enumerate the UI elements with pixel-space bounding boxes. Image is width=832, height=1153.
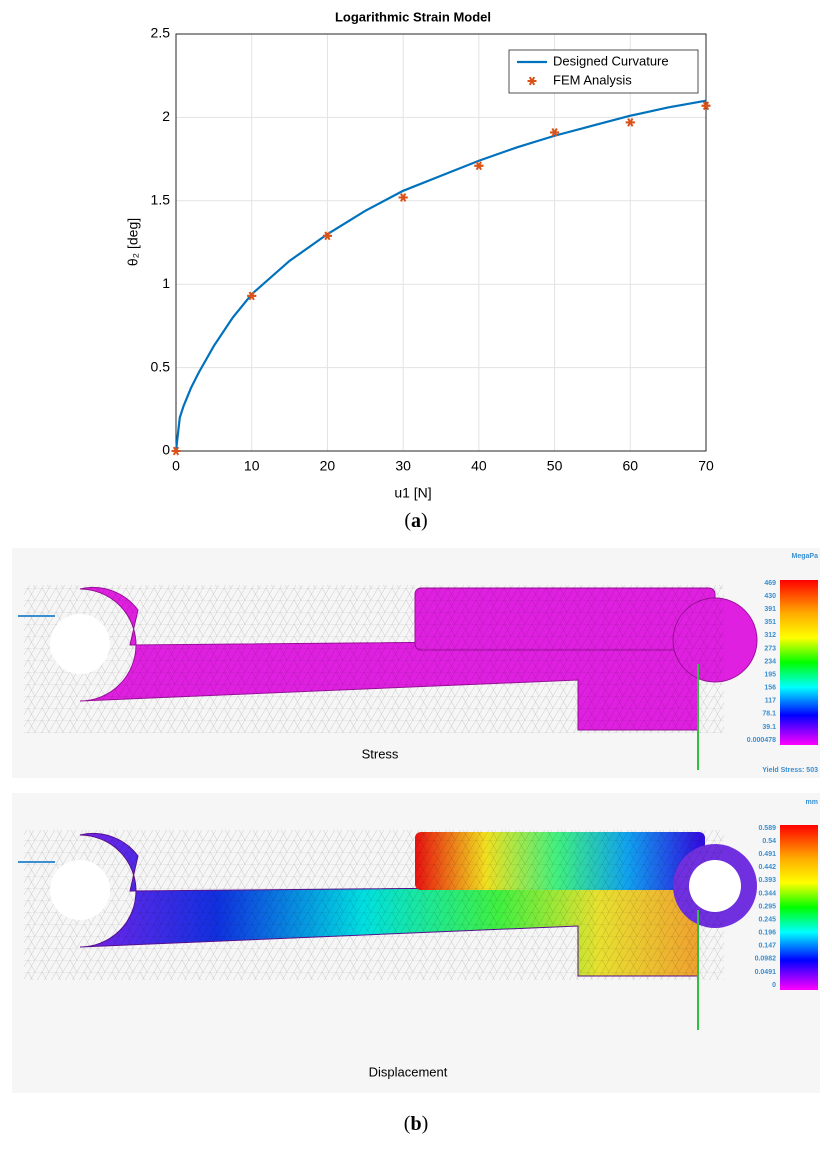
- scale-label: 234: [764, 658, 776, 665]
- legend-label: FEM Analysis: [553, 72, 632, 87]
- y-axis-label: θ₂ [deg]: [125, 218, 141, 266]
- footer: Yield Stress: 503: [762, 767, 818, 774]
- scale-label: 195: [764, 671, 776, 678]
- scale-label: 0.393: [758, 877, 776, 884]
- scale-label: 0.0491: [755, 969, 777, 976]
- scale-label: 78.1: [762, 711, 776, 718]
- scale-label: 430: [764, 593, 776, 600]
- scale-label: 39.1: [762, 724, 776, 731]
- y-tick-label: 1.5: [151, 192, 171, 208]
- caption-b: (b): [404, 1113, 428, 1135]
- scale-label: 0: [772, 982, 776, 989]
- displacement-panel: Displacement mm 0.589 0.54 0.491 0.442 0.393…: [12, 793, 820, 1093]
- caption-a: (a): [404, 510, 427, 532]
- scale-label: 0.344: [758, 890, 776, 897]
- x-tick-label: 10: [244, 458, 260, 474]
- scale-label: 469: [764, 580, 776, 587]
- scale-label: 0.442: [758, 864, 776, 871]
- x-tick-label: 50: [547, 458, 563, 474]
- x-tick-label: 30: [395, 458, 411, 474]
- scale-label: 0.0982: [755, 956, 777, 963]
- x-axis-label: u1 [N]: [394, 485, 431, 501]
- scale-label: 391: [764, 606, 776, 613]
- stress-panel: Stress MegaPa Yield Stress: 503 469 430 39…: [12, 548, 820, 778]
- x-tick-label: 40: [471, 458, 487, 474]
- x-tick-label: 60: [622, 458, 638, 474]
- scale-label: 0.54: [762, 838, 776, 845]
- y-tick-label: 2.5: [151, 25, 171, 41]
- mesh: [24, 830, 724, 980]
- panel-label: Displacement: [369, 1064, 448, 1079]
- scale-label: 0.196: [758, 930, 776, 937]
- scale-label: 0.295: [758, 903, 776, 910]
- plot-area: [176, 34, 706, 451]
- unit: mm: [806, 799, 818, 806]
- scale-label: 312: [764, 632, 776, 639]
- caption-letter: b: [410, 1113, 421, 1135]
- scale-label: 0.589: [758, 825, 776, 832]
- legend-label: Designed Curvature: [553, 53, 669, 68]
- scale-label: 0.000478: [747, 737, 776, 744]
- figure: Logarithmic Strain Model u1 [N] θ₂ [deg]…: [0, 0, 832, 1148]
- colorbar: [780, 580, 818, 745]
- colorbar: [780, 825, 818, 990]
- y-tick-label: 1: [162, 275, 170, 291]
- y-tick-label: 2: [162, 108, 170, 124]
- y-tick-label: 0.5: [151, 358, 171, 374]
- mesh: [24, 585, 724, 733]
- scale-label: 273: [764, 645, 776, 652]
- x-tick-label: 0: [172, 458, 180, 474]
- chart-title: Logarithmic Strain Model: [335, 9, 491, 24]
- unit: MegaPa: [792, 553, 819, 560]
- hole: [689, 860, 741, 912]
- hole: [50, 860, 110, 920]
- scale-label: 0.245: [758, 916, 776, 923]
- scale-label: 117: [765, 698, 776, 705]
- x-tick-label: 70: [698, 458, 714, 474]
- panel-label: Stress: [362, 746, 399, 761]
- caption-letter: a: [411, 510, 421, 532]
- hole: [50, 614, 110, 674]
- scale-label: 0.491: [758, 851, 776, 858]
- y-tick-label: 0: [162, 442, 170, 458]
- scale-label: 351: [764, 619, 776, 626]
- scale-label: 0.147: [758, 943, 776, 950]
- x-tick-label: 20: [320, 458, 336, 474]
- scale-label: 156: [764, 685, 776, 692]
